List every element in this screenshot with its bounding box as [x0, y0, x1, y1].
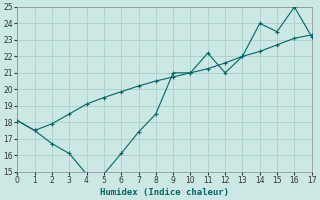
- X-axis label: Humidex (Indice chaleur): Humidex (Indice chaleur): [100, 188, 229, 197]
